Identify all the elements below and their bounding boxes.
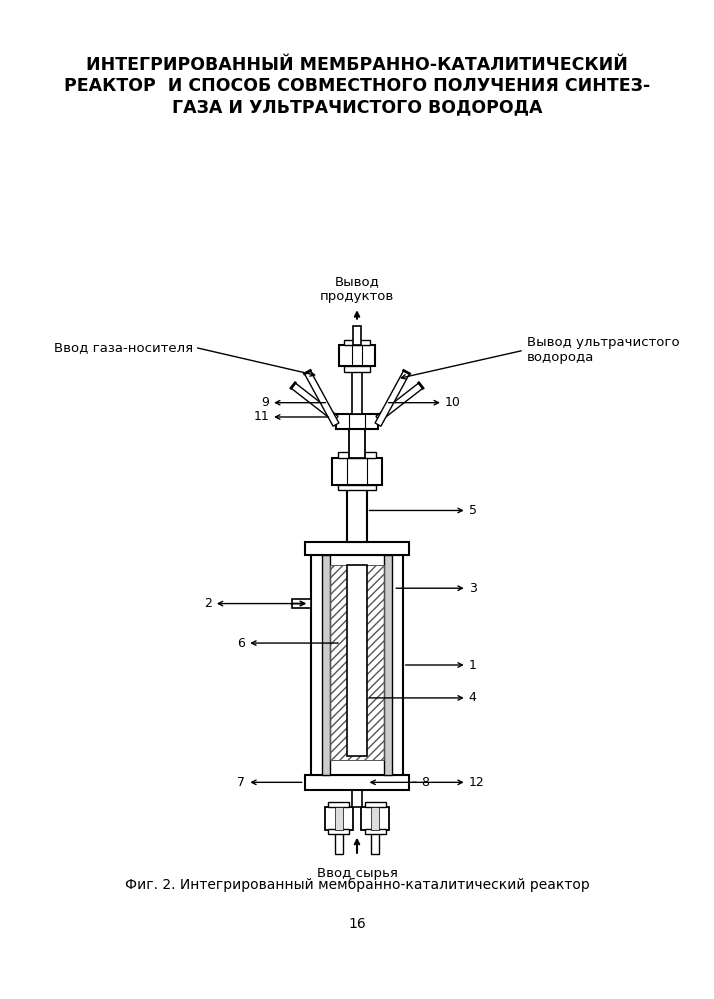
Bar (349, 430, 365, 458)
Bar (365, 802, 386, 807)
Bar (352, 790, 362, 807)
Bar (328, 802, 349, 807)
Text: Ввод сырья: Ввод сырья (316, 867, 398, 880)
Text: 2: 2 (204, 597, 212, 610)
Text: 5: 5 (468, 503, 477, 516)
Bar (331, 564, 383, 760)
Bar (338, 453, 376, 458)
Bar (292, 598, 311, 608)
Text: 11: 11 (253, 411, 269, 424)
Bar (305, 541, 409, 555)
Bar (348, 485, 366, 541)
Bar (305, 774, 409, 790)
Text: 7: 7 (237, 776, 246, 789)
Bar (338, 485, 376, 491)
Text: 16: 16 (348, 916, 366, 930)
Text: РЕАКТОР  И СПОСОБ СОВМЕСТНОГО ПОЛУЧЕНИЯ СИНТЕЗ-: РЕАКТОР И СПОСОБ СОВМЕСТНОГО ПОЛУЧЕНИЯ С… (64, 77, 650, 95)
Bar (361, 807, 389, 830)
Text: 12: 12 (468, 776, 484, 789)
Text: Фиг. 2. Интегрированный мембранно-каталитический реактор: Фиг. 2. Интегрированный мембранно-катали… (125, 878, 589, 892)
Bar (325, 807, 353, 830)
Bar (371, 807, 379, 830)
Text: 6: 6 (238, 636, 246, 649)
Bar (335, 830, 343, 854)
Bar (371, 830, 379, 854)
Bar (383, 555, 392, 774)
Bar (311, 555, 403, 774)
Text: Вывод
продуктов: Вывод продуктов (320, 276, 394, 304)
Bar (353, 327, 361, 346)
Bar (322, 555, 331, 774)
Bar (343, 367, 371, 373)
Text: 3: 3 (468, 581, 476, 594)
Text: ГАЗА И УЛЬТРАЧИСТОГО ВОДОРОДА: ГАЗА И УЛЬТРАЧИСТОГО ВОДОРОДА (172, 98, 542, 116)
Text: 1: 1 (468, 658, 476, 671)
Text: ИНТЕГРИРОВАННЫЙ МЕМБРАННО-КАТАЛИТИЧЕСКИЙ: ИНТЕГРИРОВАННЫЙ МЕМБРАННО-КАТАЛИТИЧЕСКИЙ (86, 56, 628, 74)
Polygon shape (304, 371, 339, 427)
Text: 9: 9 (261, 397, 269, 410)
Bar (336, 415, 378, 430)
Polygon shape (376, 383, 423, 422)
Text: 8: 8 (421, 776, 429, 789)
Bar (328, 829, 349, 834)
Polygon shape (375, 371, 410, 427)
Bar (339, 346, 375, 367)
Bar (348, 564, 366, 755)
Bar (335, 807, 343, 830)
Polygon shape (291, 383, 338, 422)
Bar (332, 458, 382, 485)
Text: Вывод ультрачистого
водорода: Вывод ультрачистого водорода (527, 337, 680, 365)
Bar (365, 829, 386, 834)
Bar (352, 367, 362, 415)
Text: 4: 4 (468, 691, 476, 704)
Bar (343, 340, 371, 346)
Text: 10: 10 (445, 397, 461, 410)
Text: Ввод газа-носителя: Ввод газа-носителя (54, 341, 193, 354)
Bar (331, 564, 383, 760)
